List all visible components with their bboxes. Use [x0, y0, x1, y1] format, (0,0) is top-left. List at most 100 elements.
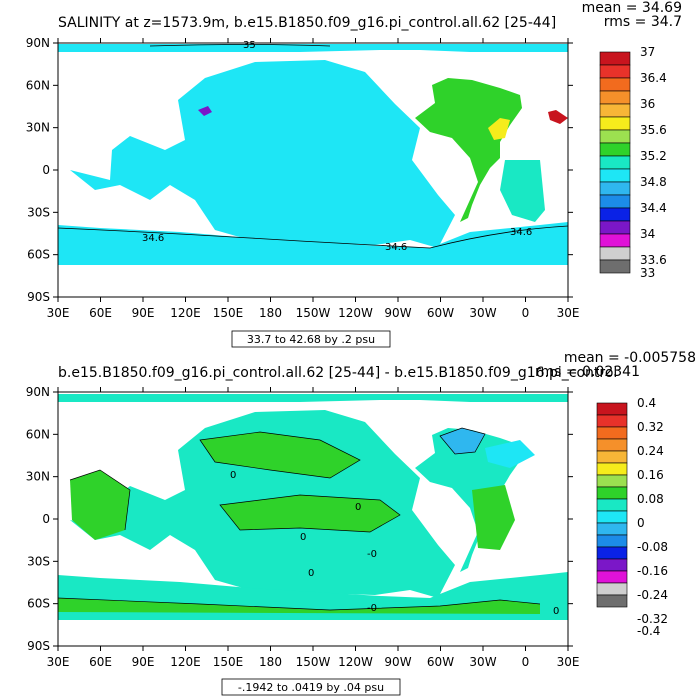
colorbar-box — [599, 64, 631, 79]
difference-panel: b.e15.B1850.f09_g16.pi_control.all.62 [2… — [26, 350, 696, 696]
colorbar-label: 0.16 — [637, 468, 664, 482]
x-tick-label: 90E — [132, 655, 155, 669]
y-tick-label: 60N — [26, 78, 50, 92]
colorbar-box — [599, 207, 631, 222]
colorbar-box — [596, 570, 628, 584]
panel2-contour-label-5: 0 — [308, 568, 314, 579]
colorbar-box — [596, 510, 628, 524]
panel2-axes: 30E 60E 90E 120E 150E 180 150W 120W 90W 60W 30W 0 30… — [26, 385, 580, 669]
panel1-southern-ocean — [58, 222, 568, 265]
x-tick-label: 150W — [296, 655, 331, 669]
x-tick-label: 90W — [384, 306, 411, 320]
colorbar-box — [596, 582, 628, 596]
colorbar-box — [599, 90, 631, 105]
colorbar-box — [599, 51, 631, 66]
x-tick-label: 150W — [296, 306, 331, 320]
panel1-contour-label-35: 35 — [243, 40, 256, 51]
x-tick-label: 120E — [170, 306, 201, 320]
y-tick-label: 90N — [26, 385, 50, 399]
panel1-contour-label-34.6-c: 34.6 — [510, 227, 532, 238]
colorbar-box — [596, 486, 628, 500]
y-tick-label: 30N — [26, 470, 50, 484]
colorbar-box — [599, 155, 631, 170]
panel1-contour-35 — [149, 44, 331, 47]
y-tick-label: 90S — [27, 290, 50, 304]
colorbar-label: 35.6 — [640, 123, 667, 137]
x-tick-label: 30E — [47, 655, 70, 669]
x-tick-label: 60E — [89, 306, 112, 320]
panel2-range-box — [221, 678, 401, 696]
colorbar-box — [599, 168, 631, 183]
x-tick-label: 120E — [170, 655, 201, 669]
panel1-range-label: 33.7 to 42.68 by .2 psu — [247, 333, 375, 346]
colorbar-box — [599, 129, 631, 144]
panel1-south-atlantic-cyan — [500, 160, 545, 222]
panel2-atlantic-ocean — [415, 428, 522, 572]
panel2-positive-south-atlantic — [472, 485, 515, 550]
y-tick-label: 30S — [27, 554, 50, 568]
colorbar-label: 36.4 — [640, 71, 667, 85]
panel2-contour-a — [69, 469, 131, 531]
colorbar-label: 33 — [640, 266, 655, 280]
panel1-atlantic-ocean — [415, 78, 522, 222]
x-tick-label: 0 — [522, 655, 530, 669]
panel2-positive-indian — [70, 470, 130, 540]
colorbar-box — [599, 103, 631, 118]
x-tick-label: 180 — [259, 306, 282, 320]
panel1-arctic-band — [58, 44, 568, 52]
x-tick-label: 90E — [132, 306, 155, 320]
colorbar-box — [599, 142, 631, 157]
panel2-contour-e — [439, 427, 486, 455]
colorbar-label: -0.32 — [637, 612, 668, 626]
panel2-positive-north-pacific — [200, 432, 360, 478]
y-tick-label: 30S — [27, 205, 50, 219]
panel1-title: SALINITY at z=1573.9m, b.e15.B1850.f09_g… — [58, 15, 556, 31]
panel1-contour-label-34.6-b: 34.6 — [385, 242, 407, 253]
colorbar-label: -0.4 — [637, 624, 660, 638]
y-tick-label: 60S — [27, 597, 50, 611]
panel2-colorbar: 0.4 0.32 0.24 0.16 0.08 0 -0.08 -0.16 -0.24 -0.32… — [596, 396, 668, 638]
x-tick-label: 30E — [557, 655, 580, 669]
x-tick-label: 60W — [427, 655, 454, 669]
panel1-mean: mean = 34.69 — [582, 0, 682, 16]
y-tick-label: 90N — [26, 36, 50, 50]
y-tick-label: 60N — [26, 427, 50, 441]
colorbar-label: -0.08 — [637, 540, 668, 554]
colorbar-box — [596, 522, 628, 536]
panel2-contour-label-6: -0 — [367, 603, 377, 614]
salinity-panel: SALINITY at z=1573.9m, b.e15.B1850.f09_g… — [26, 0, 682, 348]
colorbar-box — [599, 181, 631, 196]
colorbar-box — [596, 498, 628, 512]
x-tick-label: 150E — [213, 655, 244, 669]
panel2-contour-label-3: 0 — [355, 502, 361, 513]
panel2-mean: mean = -0.005758 — [564, 350, 696, 366]
panel2-map: 0 0 0 -0 0 -0 0 — [57, 392, 568, 646]
colorbar-label: 0.32 — [637, 420, 664, 434]
x-tick-label: 30W — [469, 306, 496, 320]
panel2-nordic-negative — [485, 440, 535, 468]
colorbar-box — [596, 414, 628, 428]
y-tick-label: 90S — [27, 639, 50, 653]
colorbar-label: 37 — [640, 45, 655, 59]
panel2-positive-southern-band — [58, 598, 540, 614]
panel1-rms: rms = 34.7 — [604, 14, 682, 30]
panel2-contour-b — [199, 431, 361, 479]
y-tick-label: 0 — [42, 163, 50, 177]
colorbar-box — [596, 474, 628, 488]
colorbar-box — [599, 116, 631, 131]
colorbar-label: 0.24 — [637, 444, 664, 458]
panel2-title: b.e15.B1850.f09_g16.pi_control.all.62 [2… — [58, 365, 617, 381]
panel1-colorbar: 37 36.4 36 35.6 35.2 34.8 34.4 34 33.633 — [599, 45, 667, 280]
colorbar-box — [596, 462, 628, 476]
panel1-range-box — [231, 330, 391, 348]
colorbar-box — [596, 426, 628, 440]
panel1-contour-34.6 — [57, 225, 569, 249]
colorbar-box — [596, 450, 628, 464]
y-tick-label: 0 — [42, 512, 50, 526]
panel1-axes: 30E 60E 90E 120E 150E 180 150W 120W 90W 60W 30W 0 30… — [26, 36, 580, 320]
colorbar-label: 0.08 — [637, 492, 664, 506]
colorbar-box — [596, 402, 628, 416]
colorbar-box — [599, 194, 631, 209]
y-tick-label: 60S — [27, 248, 50, 262]
